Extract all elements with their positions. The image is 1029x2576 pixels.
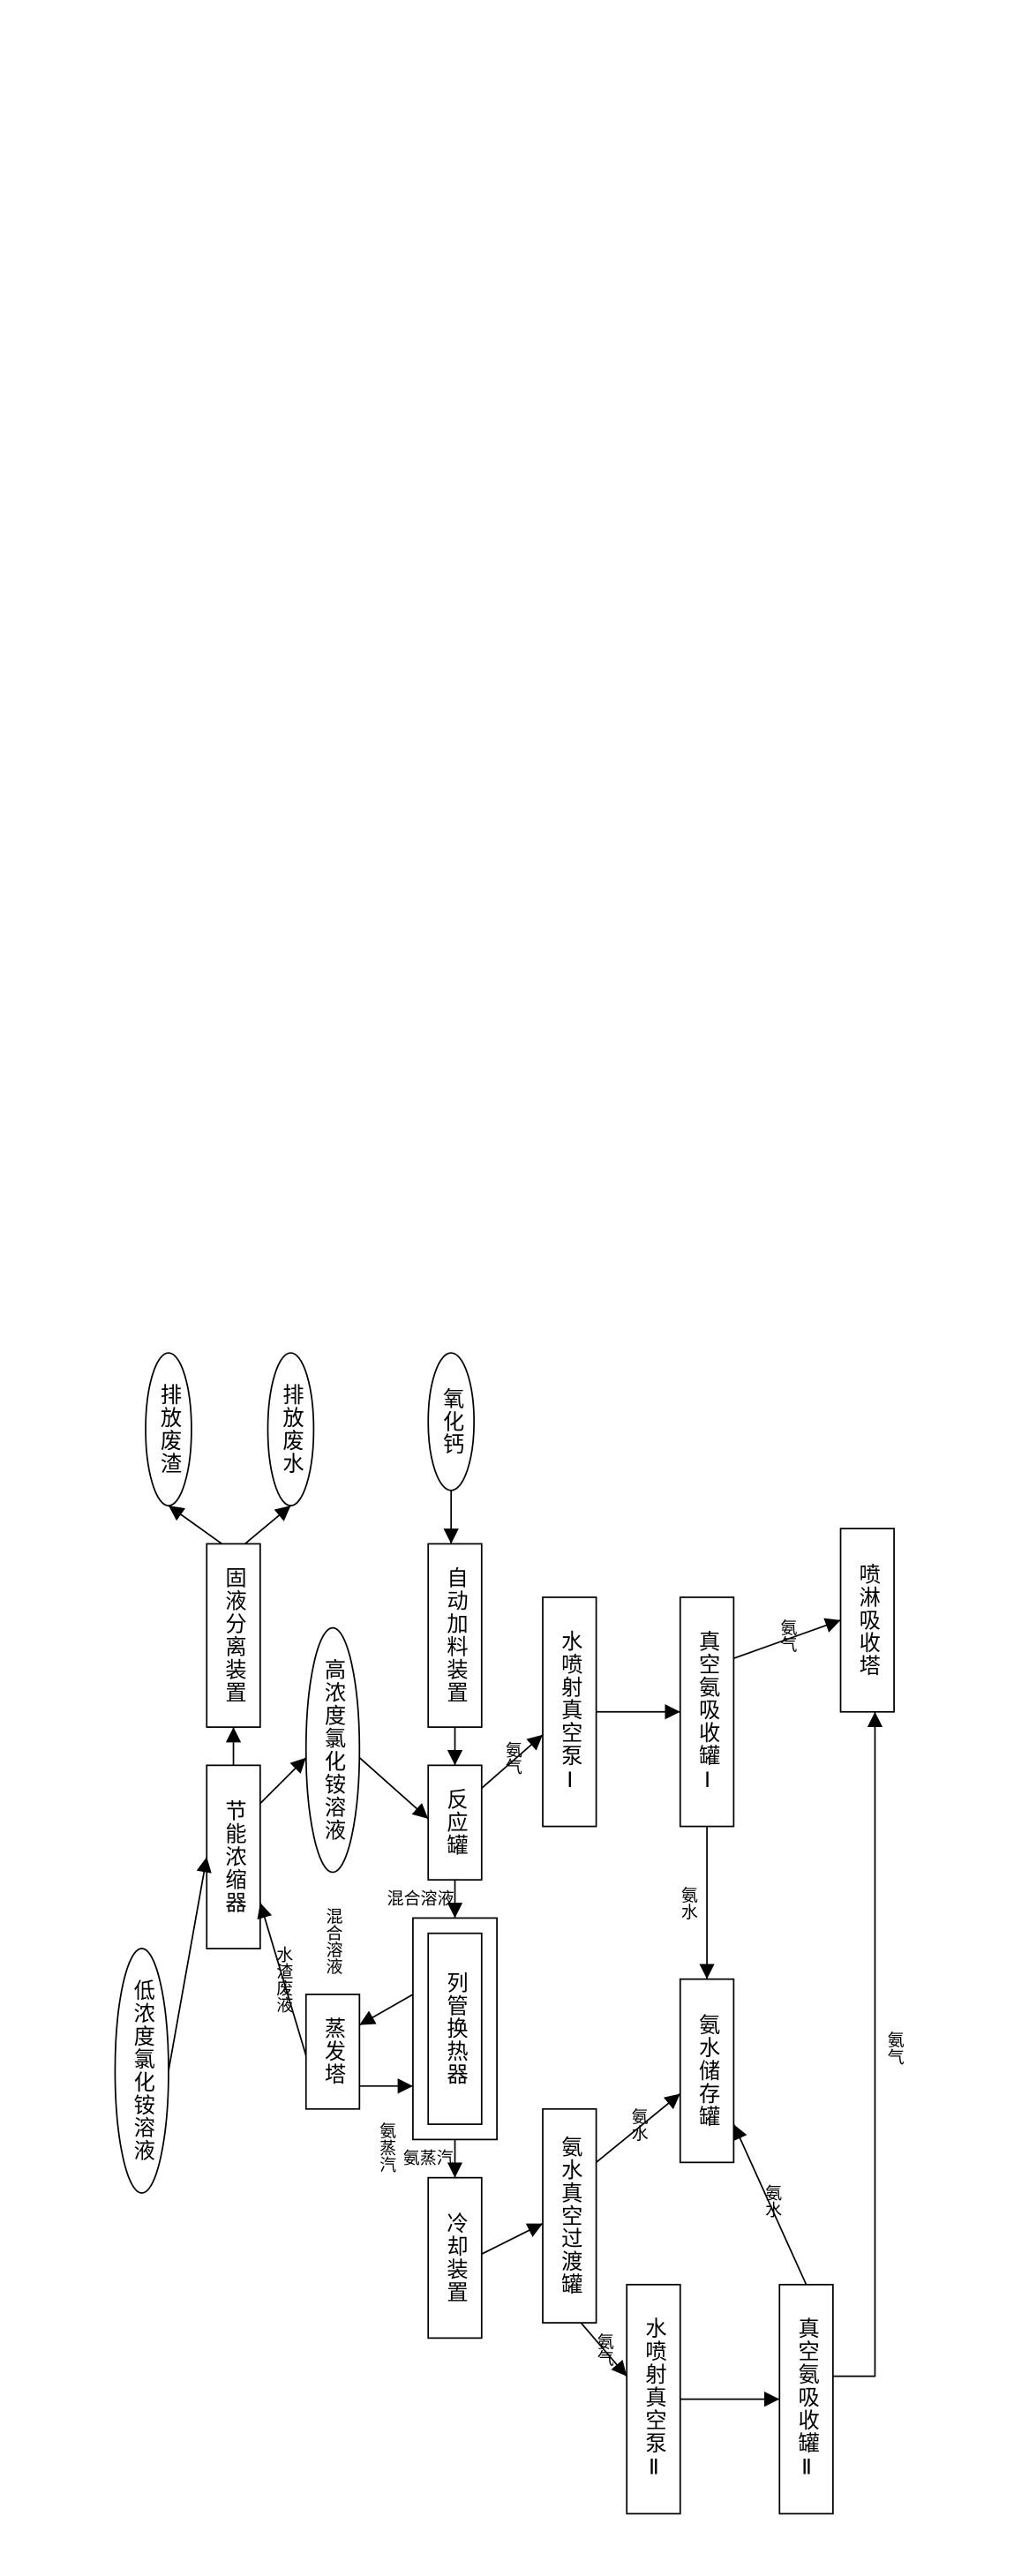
edge-label: 氨水: [629, 2107, 649, 2141]
node-reactor: 反应罐: [428, 1765, 482, 1880]
node-evaporator: 蒸发塔: [306, 1994, 360, 2109]
node-label: 排放废渣: [156, 1384, 181, 1476]
edge-label: 氨气: [595, 2332, 614, 2366]
edge-label: 氨气: [777, 1618, 797, 1652]
node-label: 水喷射真空泵Ⅰ: [558, 1630, 582, 1794]
node-pump1: 水喷射真空泵Ⅰ: [543, 1597, 597, 1827]
node-feeder: 自动加料装置: [428, 1543, 482, 1727]
node-concentrator: 节能浓缩器: [207, 1765, 260, 1949]
edge-2: [169, 1506, 222, 1543]
edge-label: 氨蒸汽: [403, 2149, 454, 2168]
node-label: 氨水真空过渡罐: [558, 2136, 582, 2296]
node-label: 真空氨吸收罐Ⅱ: [794, 2317, 819, 2482]
node-tank2: 真空氨吸收罐Ⅱ: [779, 2285, 833, 2514]
node-label: 冷却装置: [443, 2212, 468, 2304]
node-label: 氧化钙: [439, 1387, 464, 1456]
edge-22: [833, 1712, 875, 2377]
node-label: 高浓度氯化铵溶液: [321, 1658, 346, 1842]
edge-label: 混合溶液: [324, 1907, 343, 1974]
edge-label: 混合溶液: [387, 1889, 454, 1908]
edge-17: [482, 2224, 543, 2255]
edge-label: 氨气: [885, 2031, 905, 2064]
node-waste_slag: 排放废渣: [146, 1353, 192, 1506]
node-label: 真空氨吸收罐Ⅰ: [695, 1630, 720, 1794]
node-storage: 氨水储存罐: [680, 1979, 734, 2163]
node-label: 蒸发塔: [321, 2017, 346, 2086]
node-waste_water: 排放废水: [267, 1353, 313, 1506]
node-label: 低浓度氯化铵溶液: [130, 1979, 154, 2163]
edge-3: [245, 1506, 291, 1543]
edge-0: [169, 1857, 207, 2070]
node-tank1: 真空氨吸收罐Ⅰ: [680, 1597, 734, 1827]
edge-label: 氨水: [762, 2183, 782, 2217]
node-label: 水喷射真空泵Ⅱ: [642, 2317, 666, 2482]
edge-4: [260, 1758, 306, 1804]
node-spray: 喷淋吸收塔: [841, 1528, 895, 1712]
node-cao: 氧化钙: [428, 1353, 474, 1491]
node-tube_inner: 列管换热器: [428, 1934, 482, 2124]
node-cooler: 冷却装置: [428, 2178, 482, 2339]
edge-label: 氨气: [503, 1740, 522, 1774]
node-label: 自动加料装置: [443, 1566, 468, 1704]
node-pump2: 水喷射真空泵Ⅱ: [627, 2285, 680, 2514]
edge-9: [359, 1994, 413, 2025]
node-label: 反应罐: [443, 1788, 468, 1857]
node-label: 排放废水: [279, 1384, 304, 1476]
node-high_conc: 高浓度氯化铵溶液: [306, 1628, 360, 1873]
node-label: 列管换热器: [443, 1971, 468, 2086]
node-label: 固液分离装置: [222, 1566, 246, 1704]
edge-label: 氨水: [679, 1886, 698, 1919]
edge-5: [359, 1758, 428, 1819]
node-sep: 固液分离装置: [207, 1543, 260, 1727]
edge-label: 氨蒸汽: [377, 2122, 396, 2172]
edge-label: 水渣废液: [274, 1945, 293, 2012]
node-label: 喷淋吸收塔: [855, 1563, 880, 1678]
node-low_conc: 低浓度氯化铵溶液: [115, 1949, 169, 2193]
node-transition: 氨水真空过渡罐: [543, 2109, 597, 2323]
node-label: 氨水储存罐: [695, 2014, 720, 2129]
node-label: 节能浓缩器: [222, 1799, 246, 1914]
